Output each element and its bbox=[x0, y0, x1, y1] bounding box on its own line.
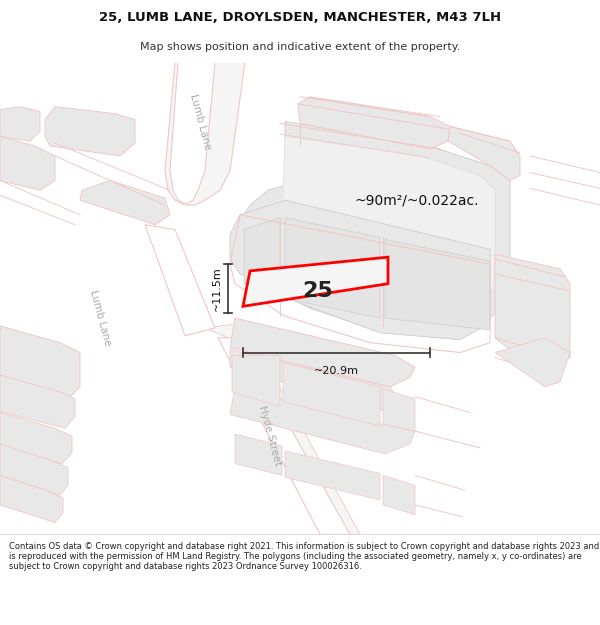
Polygon shape bbox=[145, 225, 215, 336]
Polygon shape bbox=[495, 338, 570, 387]
Polygon shape bbox=[45, 107, 135, 156]
Polygon shape bbox=[285, 218, 380, 318]
Polygon shape bbox=[80, 181, 170, 225]
Polygon shape bbox=[205, 323, 360, 534]
Polygon shape bbox=[232, 356, 280, 407]
Text: Lumb Lane: Lumb Lane bbox=[188, 92, 212, 151]
Text: Hyde Street: Hyde Street bbox=[257, 405, 283, 468]
Polygon shape bbox=[0, 326, 80, 397]
Polygon shape bbox=[230, 387, 415, 454]
Polygon shape bbox=[285, 451, 380, 500]
Polygon shape bbox=[0, 412, 72, 464]
Polygon shape bbox=[243, 257, 388, 306]
Polygon shape bbox=[218, 338, 350, 534]
Text: Map shows position and indicative extent of the property.: Map shows position and indicative extent… bbox=[140, 42, 460, 52]
Polygon shape bbox=[170, 62, 215, 203]
Polygon shape bbox=[230, 318, 415, 387]
Polygon shape bbox=[235, 434, 282, 476]
Text: Lumb Lane: Lumb Lane bbox=[88, 289, 112, 347]
Polygon shape bbox=[245, 136, 495, 320]
Polygon shape bbox=[238, 121, 510, 333]
Polygon shape bbox=[383, 476, 415, 515]
Polygon shape bbox=[385, 239, 490, 330]
Polygon shape bbox=[283, 362, 380, 426]
Polygon shape bbox=[0, 107, 40, 141]
Polygon shape bbox=[448, 126, 520, 181]
Polygon shape bbox=[383, 389, 415, 431]
Polygon shape bbox=[230, 200, 490, 340]
Polygon shape bbox=[165, 62, 245, 205]
Text: 25, LUMB LANE, DROYLSDEN, MANCHESTER, M43 7LH: 25, LUMB LANE, DROYLSDEN, MANCHESTER, M4… bbox=[99, 11, 501, 24]
Polygon shape bbox=[0, 444, 68, 495]
Polygon shape bbox=[495, 254, 570, 377]
Polygon shape bbox=[230, 349, 400, 411]
Polygon shape bbox=[0, 136, 55, 190]
Polygon shape bbox=[298, 97, 450, 149]
Text: ~90m²/~0.022ac.: ~90m²/~0.022ac. bbox=[355, 193, 479, 207]
Text: ~11.5m: ~11.5m bbox=[212, 266, 222, 311]
Text: 25: 25 bbox=[302, 281, 334, 301]
Polygon shape bbox=[244, 218, 280, 298]
Text: ~20.9m: ~20.9m bbox=[314, 366, 359, 376]
Polygon shape bbox=[0, 375, 75, 428]
Text: Contains OS data © Crown copyright and database right 2021. This information is : Contains OS data © Crown copyright and d… bbox=[9, 542, 599, 571]
Polygon shape bbox=[0, 476, 63, 522]
